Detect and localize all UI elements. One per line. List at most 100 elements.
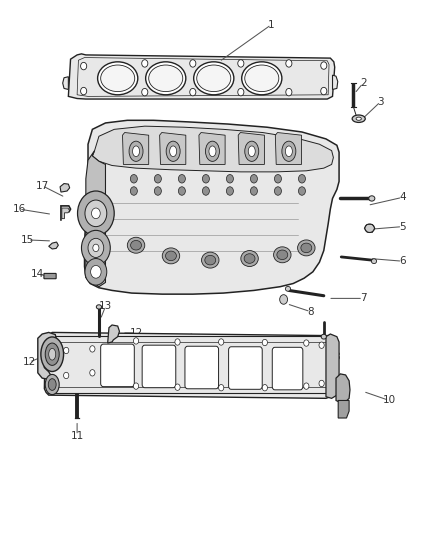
- Ellipse shape: [245, 141, 259, 161]
- Circle shape: [154, 187, 161, 195]
- Circle shape: [251, 187, 258, 195]
- Polygon shape: [85, 120, 339, 294]
- Circle shape: [280, 295, 288, 304]
- Ellipse shape: [245, 65, 279, 92]
- Ellipse shape: [166, 141, 180, 161]
- Ellipse shape: [48, 378, 56, 390]
- Circle shape: [131, 187, 138, 195]
- Ellipse shape: [101, 65, 135, 92]
- Text: 13: 13: [99, 301, 112, 311]
- Circle shape: [154, 174, 161, 183]
- Circle shape: [262, 340, 268, 346]
- Circle shape: [219, 339, 224, 345]
- FancyBboxPatch shape: [142, 345, 176, 387]
- Ellipse shape: [131, 240, 141, 250]
- Circle shape: [202, 174, 209, 183]
- Circle shape: [90, 346, 95, 352]
- Ellipse shape: [277, 250, 288, 260]
- FancyBboxPatch shape: [272, 348, 303, 390]
- Polygon shape: [49, 242, 58, 249]
- Ellipse shape: [301, 243, 312, 253]
- Text: 4: 4: [399, 192, 406, 203]
- Ellipse shape: [166, 251, 177, 261]
- Circle shape: [88, 238, 104, 257]
- FancyBboxPatch shape: [101, 344, 134, 386]
- Text: 12: 12: [22, 357, 36, 367]
- Circle shape: [238, 60, 244, 67]
- Circle shape: [81, 87, 87, 95]
- Ellipse shape: [49, 349, 56, 360]
- Ellipse shape: [149, 65, 183, 92]
- Text: 7: 7: [360, 293, 367, 303]
- Ellipse shape: [201, 252, 219, 268]
- Ellipse shape: [286, 286, 290, 291]
- Ellipse shape: [241, 251, 258, 266]
- Circle shape: [93, 244, 99, 252]
- Circle shape: [262, 384, 268, 391]
- Polygon shape: [336, 374, 350, 402]
- Text: 1: 1: [268, 20, 275, 30]
- Ellipse shape: [286, 146, 292, 157]
- Ellipse shape: [170, 146, 177, 157]
- Circle shape: [134, 338, 139, 344]
- Text: 19: 19: [109, 188, 122, 198]
- Polygon shape: [326, 334, 339, 398]
- Text: 15: 15: [21, 235, 35, 245]
- Circle shape: [78, 191, 114, 236]
- Circle shape: [286, 88, 292, 96]
- Polygon shape: [332, 75, 338, 90]
- Polygon shape: [68, 54, 335, 99]
- Text: 14: 14: [31, 270, 44, 279]
- Circle shape: [175, 384, 180, 390]
- Circle shape: [321, 62, 327, 69]
- Circle shape: [298, 174, 305, 183]
- Ellipse shape: [282, 141, 296, 161]
- Ellipse shape: [321, 334, 326, 339]
- Circle shape: [131, 174, 138, 183]
- Text: 10: 10: [383, 395, 396, 406]
- Text: 11: 11: [71, 431, 84, 441]
- Circle shape: [178, 187, 185, 195]
- Ellipse shape: [205, 255, 216, 265]
- Text: 5: 5: [399, 222, 406, 232]
- Ellipse shape: [129, 141, 143, 161]
- Circle shape: [275, 174, 282, 183]
- Polygon shape: [60, 183, 70, 192]
- Ellipse shape: [248, 146, 255, 157]
- Circle shape: [92, 208, 100, 219]
- Ellipse shape: [369, 196, 375, 201]
- Circle shape: [85, 259, 107, 285]
- Text: 3: 3: [377, 96, 384, 107]
- Circle shape: [178, 174, 185, 183]
- Ellipse shape: [96, 305, 102, 309]
- Ellipse shape: [98, 62, 138, 95]
- Text: 8: 8: [307, 306, 314, 317]
- Circle shape: [202, 187, 209, 195]
- Polygon shape: [123, 133, 149, 165]
- Circle shape: [226, 187, 233, 195]
- Polygon shape: [238, 133, 265, 165]
- Polygon shape: [38, 333, 57, 379]
- Polygon shape: [338, 400, 349, 418]
- Ellipse shape: [205, 141, 219, 161]
- Circle shape: [134, 383, 139, 389]
- Circle shape: [238, 88, 244, 96]
- Ellipse shape: [146, 62, 186, 95]
- Circle shape: [91, 265, 101, 278]
- Circle shape: [286, 60, 292, 67]
- Ellipse shape: [133, 146, 140, 157]
- Polygon shape: [276, 133, 301, 165]
- FancyBboxPatch shape: [229, 347, 262, 389]
- Text: 12: 12: [129, 328, 143, 338]
- Ellipse shape: [371, 259, 377, 264]
- Circle shape: [304, 383, 309, 389]
- Circle shape: [64, 372, 69, 378]
- Ellipse shape: [197, 65, 231, 92]
- Polygon shape: [92, 126, 333, 172]
- Ellipse shape: [127, 237, 145, 253]
- Circle shape: [304, 340, 309, 346]
- Text: 8: 8: [334, 352, 340, 362]
- Ellipse shape: [45, 374, 59, 394]
- Circle shape: [321, 87, 327, 95]
- Ellipse shape: [194, 62, 234, 95]
